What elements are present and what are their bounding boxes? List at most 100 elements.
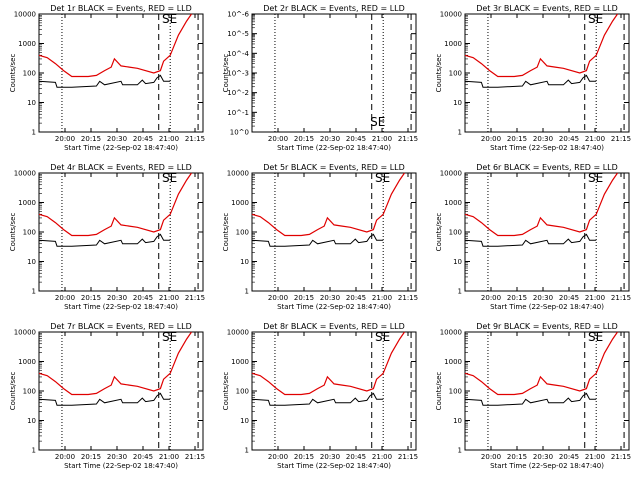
events-series-line	[251, 392, 384, 406]
panel-6: Det 6r BLACK = Events, RED = LLD 1 10 100 10…	[435, 163, 631, 311]
plot-frame	[464, 331, 630, 451]
x-axis-label: Start Time (22-Sep-02 18:47:40)	[277, 144, 391, 152]
events-series-line	[38, 233, 171, 247]
x-tick-label: 20:45	[133, 294, 153, 302]
x-tick-label: 20:00	[55, 135, 75, 143]
panel-9: Det 9r BLACK = Events, RED = LLD 1 10 100 10…	[435, 322, 631, 470]
y-axis-label: Counts/sec	[9, 213, 17, 252]
y-tick-label: 10	[240, 417, 249, 425]
y-tick-label: 10000	[14, 170, 36, 178]
se-annotation: SE	[370, 115, 385, 129]
y-tick-label: 1000	[444, 199, 462, 207]
panel-title: Det 3r BLACK = Events, RED = LLD	[476, 4, 618, 13]
y-tick-label: 10	[453, 417, 462, 425]
y-tick-label: 1000	[18, 40, 36, 48]
x-tick-label: 20:45	[133, 135, 153, 143]
y-tick-label: 10000	[14, 11, 36, 19]
x-tick-label: 21:00	[372, 135, 392, 143]
x-tick-label: 21:00	[585, 453, 605, 461]
x-axis-label: Start Time (22-Sep-02 18:47:40)	[490, 462, 604, 470]
y-tick-label: 10	[453, 258, 462, 266]
x-tick-label: 20:30	[533, 453, 553, 461]
x-tick-label: 20:15	[81, 453, 101, 461]
plot-frame	[38, 172, 204, 292]
events-series-line	[251, 233, 384, 247]
plot-frame	[251, 331, 417, 451]
x-tick-label: 21:00	[585, 294, 605, 302]
x-tick-label: 20:15	[81, 135, 101, 143]
y-tick-label: 10^-1	[227, 109, 249, 117]
y-axis-label: Counts/sec	[435, 54, 443, 93]
plot-frame	[251, 172, 417, 292]
y-tick-label: 1	[245, 447, 249, 455]
x-axis-label: Start Time (22-Sep-02 18:47:40)	[64, 144, 178, 152]
events-series-line	[38, 74, 171, 88]
lld-series-line	[38, 172, 192, 237]
y-tick-label: 10	[240, 258, 249, 266]
x-axis-label: Start Time (22-Sep-02 18:47:40)	[64, 462, 178, 470]
panel-title: Det 2r BLACK = Events, RED = LLD	[263, 4, 405, 13]
x-tick-label: 20:15	[294, 294, 314, 302]
y-tick-label: 1	[32, 129, 36, 137]
panel-2: Det 2r BLACK = Events, RED = LLD 10^0 10^-…	[222, 4, 418, 152]
y-tick-label: 10^-2	[227, 89, 249, 97]
x-tick-label: 20:45	[133, 453, 153, 461]
lld-series-line	[464, 13, 618, 78]
x-tick-label: 20:15	[294, 453, 314, 461]
panel-1: Det 1r BLACK = Events, RED = LLD 1 10 100 10…	[9, 4, 205, 152]
x-tick-label: 20:15	[507, 135, 527, 143]
panel-title: Det 4r BLACK = Events, RED = LLD	[50, 163, 192, 172]
se-annotation: SE	[375, 330, 390, 344]
x-tick-label: 20:30	[533, 135, 553, 143]
events-series-line	[464, 233, 597, 247]
x-tick-label: 20:45	[559, 294, 579, 302]
y-axis-label: Counts/sec	[435, 372, 443, 411]
x-tick-label: 20:30	[533, 294, 553, 302]
x-tick-label: 21:15	[611, 135, 631, 143]
panel-3: Det 3r BLACK = Events, RED = LLD 1 10 100 10…	[435, 4, 631, 152]
lld-series-line	[464, 172, 618, 237]
x-tick-label: 20:30	[320, 294, 340, 302]
x-tick-label: 20:45	[559, 135, 579, 143]
panel-title: Det 1r BLACK = Events, RED = LLD	[50, 4, 192, 13]
se-annotation: SE	[162, 330, 177, 344]
y-tick-label: 10000	[440, 170, 462, 178]
x-tick-label: 21:15	[398, 294, 418, 302]
se-annotation: SE	[588, 330, 603, 344]
y-tick-label: 10000	[440, 329, 462, 337]
plot-frame	[38, 331, 204, 451]
y-tick-label: 1000	[18, 358, 36, 366]
x-axis-label: Start Time (22-Sep-02 18:47:40)	[277, 462, 391, 470]
y-tick-label: 10^-5	[227, 30, 249, 38]
y-tick-label: 10000	[227, 329, 249, 337]
x-tick-label: 21:00	[585, 135, 605, 143]
x-tick-label: 21:15	[611, 453, 631, 461]
y-tick-label: 1	[458, 129, 462, 137]
y-tick-label: 1	[32, 288, 36, 296]
x-tick-label: 20:45	[346, 135, 366, 143]
x-tick-label: 20:00	[55, 453, 75, 461]
x-tick-label: 20:15	[507, 453, 527, 461]
x-tick-label: 20:00	[481, 294, 501, 302]
y-tick-label: 10^-4	[227, 50, 249, 58]
x-tick-label: 20:30	[107, 294, 127, 302]
se-annotation: SE	[162, 171, 177, 185]
y-tick-label: 100	[449, 70, 462, 78]
x-tick-label: 20:30	[107, 453, 127, 461]
y-axis-label: Counts/sec	[9, 372, 17, 411]
x-axis-label: Start Time (22-Sep-02 18:47:40)	[64, 303, 178, 311]
x-tick-label: 21:15	[611, 294, 631, 302]
x-tick-label: 21:00	[372, 294, 392, 302]
y-tick-label: 1000	[444, 40, 462, 48]
y-axis-label: Counts/sec	[435, 213, 443, 252]
se-annotation: SE	[375, 171, 390, 185]
y-tick-label: 1000	[231, 358, 249, 366]
y-tick-label: 10000	[440, 11, 462, 19]
panel-4: Det 4r BLACK = Events, RED = LLD 1 10 100 10…	[9, 163, 205, 311]
x-tick-label: 20:00	[481, 135, 501, 143]
x-tick-label: 21:15	[185, 135, 205, 143]
lld-series-line	[38, 13, 192, 78]
y-tick-label: 100	[236, 229, 249, 237]
y-tick-label: 1000	[231, 199, 249, 207]
